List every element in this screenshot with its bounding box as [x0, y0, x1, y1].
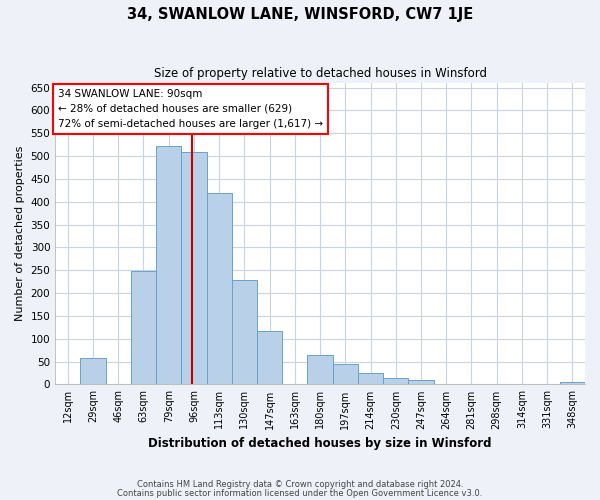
Bar: [383, 378, 409, 384]
Bar: [131, 271, 156, 384]
Bar: [409, 380, 434, 384]
Text: 34, SWANLOW LANE, WINSFORD, CW7 1JE: 34, SWANLOW LANE, WINSFORD, CW7 1JE: [127, 8, 473, 22]
Bar: [307, 355, 332, 384]
Bar: [156, 146, 181, 384]
Bar: [232, 280, 257, 384]
Title: Size of property relative to detached houses in Winsford: Size of property relative to detached ho…: [154, 68, 487, 80]
Bar: [257, 330, 282, 384]
Bar: [358, 374, 383, 384]
Y-axis label: Number of detached properties: Number of detached properties: [15, 146, 25, 322]
X-axis label: Distribution of detached houses by size in Winsford: Distribution of detached houses by size …: [148, 437, 492, 450]
Bar: [80, 358, 106, 384]
Text: Contains public sector information licensed under the Open Government Licence v3: Contains public sector information licen…: [118, 488, 482, 498]
Bar: [181, 152, 206, 384]
Bar: [206, 193, 232, 384]
Bar: [332, 364, 358, 384]
Bar: [560, 382, 585, 384]
Text: 34 SWANLOW LANE: 90sqm
← 28% of detached houses are smaller (629)
72% of semi-de: 34 SWANLOW LANE: 90sqm ← 28% of detached…: [58, 89, 323, 128]
Text: Contains HM Land Registry data © Crown copyright and database right 2024.: Contains HM Land Registry data © Crown c…: [137, 480, 463, 489]
